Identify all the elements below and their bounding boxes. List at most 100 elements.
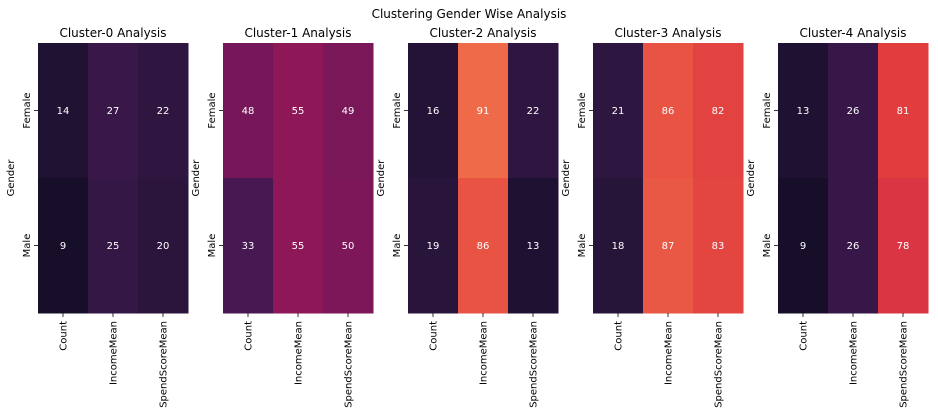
heatmap-cell [878, 43, 929, 179]
cell-value-label: 49 [342, 106, 355, 117]
y-tick-label: Female [762, 92, 773, 128]
heatmap-panels: Cluster-0 Analysis 14 27 22 9 25 20 Count Income… [6, 26, 929, 408]
cell-value-label: 19 [427, 241, 440, 252]
x-tick-label: SpendScoreMean [529, 321, 540, 408]
heatmap-cell [88, 43, 139, 179]
heatmap-cell [223, 178, 274, 314]
cell-value-label: 9 [60, 241, 66, 252]
heatmap-cell [593, 178, 644, 314]
cell-value-label: 21 [612, 106, 625, 117]
panel-title: Cluster-1 Analysis [244, 26, 351, 40]
heatmap-cluster-1: Cluster-1 Analysis 48 55 49 33 55 50 Count Incom… [191, 26, 374, 408]
y-tick-label: Male [762, 234, 773, 258]
cell-value-label: 91 [477, 106, 490, 117]
cell-value-label: 13 [527, 241, 540, 252]
heatmap-cell [828, 178, 879, 314]
cell-value-label: 26 [847, 241, 860, 252]
heatmap-cell [38, 178, 89, 314]
heatmap-cell [458, 43, 509, 179]
x-tick-label: IncomeMean [849, 321, 860, 385]
cell-value-label: 22 [157, 106, 170, 117]
heatmap-cell [408, 178, 459, 314]
x-tick-label: Count [614, 321, 625, 351]
heatmap-cell [408, 43, 459, 179]
x-tick-label: IncomeMean [109, 321, 120, 385]
y-axis-label: Gender [561, 159, 572, 197]
y-tick-label: Female [22, 92, 33, 128]
y-tick-label: Male [22, 234, 33, 258]
x-tick-label: Count [799, 321, 810, 351]
x-tick-label: SpendScoreMean [714, 321, 725, 408]
cell-value-label: 82 [712, 106, 725, 117]
cell-value-label: 14 [57, 106, 70, 117]
heatmap-cell [138, 178, 189, 314]
cell-value-label: 87 [662, 241, 675, 252]
cell-value-label: 78 [897, 241, 910, 252]
y-tick-label: Female [577, 92, 588, 128]
cell-value-label: 86 [477, 241, 490, 252]
heatmap-cell [273, 43, 324, 179]
figure-title: Clustering Gender Wise Analysis [372, 7, 567, 21]
x-tick-label: SpendScoreMean [344, 321, 355, 408]
cell-value-label: 25 [107, 241, 120, 252]
cell-value-label: 55 [292, 106, 305, 117]
heatmap-cell [38, 43, 89, 179]
x-tick-label: IncomeMean [479, 321, 490, 385]
x-tick-label: IncomeMean [664, 321, 675, 385]
heatmap-cell [828, 43, 879, 179]
cell-value-label: 9 [800, 241, 806, 252]
heatmap-cell [508, 178, 559, 314]
cell-value-label: 26 [847, 106, 860, 117]
heatmap-cell [138, 43, 189, 179]
y-axis-label: Gender [6, 159, 17, 197]
heatmap-cell [273, 178, 324, 314]
panel-title: Cluster-3 Analysis [614, 26, 721, 40]
x-tick-label: Count [244, 321, 255, 351]
y-axis-label: Gender [746, 159, 757, 197]
cell-value-label: 33 [242, 241, 255, 252]
heatmap-cell [643, 178, 694, 314]
cell-value-label: 81 [897, 106, 910, 117]
heatmap-cell [778, 43, 829, 179]
x-tick-label: SpendScoreMean [159, 321, 170, 408]
y-tick-label: Male [207, 234, 218, 258]
heatmap-cell [643, 43, 694, 179]
heatmap-cell [693, 178, 744, 314]
heatmap-cell [323, 43, 374, 179]
cell-value-label: 50 [342, 241, 355, 252]
cell-value-label: 55 [292, 241, 305, 252]
x-tick-label: SpendScoreMean [899, 321, 910, 408]
heatmap-cluster-3: Cluster-3 Analysis 21 86 82 18 87 83 Count Incom… [561, 26, 744, 408]
x-tick-label: Count [429, 321, 440, 351]
cell-value-label: 20 [157, 241, 170, 252]
cell-value-label: 16 [427, 106, 440, 117]
cell-value-label: 86 [662, 106, 675, 117]
panel-title: Cluster-2 Analysis [429, 26, 536, 40]
heatmap-cell [693, 43, 744, 179]
heatmap-cluster-2: Cluster-2 Analysis 16 91 22 19 86 13 Count Incom… [376, 26, 559, 408]
y-tick-label: Male [392, 234, 403, 258]
x-tick-label: IncomeMean [294, 321, 305, 385]
panel-title: Cluster-0 Analysis [59, 26, 166, 40]
heatmap-cell [223, 43, 274, 179]
cell-value-label: 83 [712, 241, 725, 252]
cell-value-label: 13 [797, 106, 810, 117]
heatmap-cell [593, 43, 644, 179]
cell-value-label: 27 [107, 106, 120, 117]
heatmap-cluster-0: Cluster-0 Analysis 14 27 22 9 25 20 Count Income… [6, 26, 189, 408]
y-tick-label: Female [207, 92, 218, 128]
heatmap-cell [88, 178, 139, 314]
heatmap-cell [458, 178, 509, 314]
heatmap-cell [508, 43, 559, 179]
y-axis-label: Gender [376, 159, 387, 197]
heatmap-cell [878, 178, 929, 314]
y-tick-label: Male [577, 234, 588, 258]
heatmap-cluster-4: Cluster-4 Analysis 13 26 81 9 26 78 Count Income… [746, 26, 929, 408]
y-axis-label: Gender [191, 159, 202, 197]
heatmap-cell [323, 178, 374, 314]
cell-value-label: 48 [242, 106, 255, 117]
y-tick-label: Female [392, 92, 403, 128]
cell-value-label: 18 [612, 241, 625, 252]
x-tick-label: Count [59, 321, 70, 351]
